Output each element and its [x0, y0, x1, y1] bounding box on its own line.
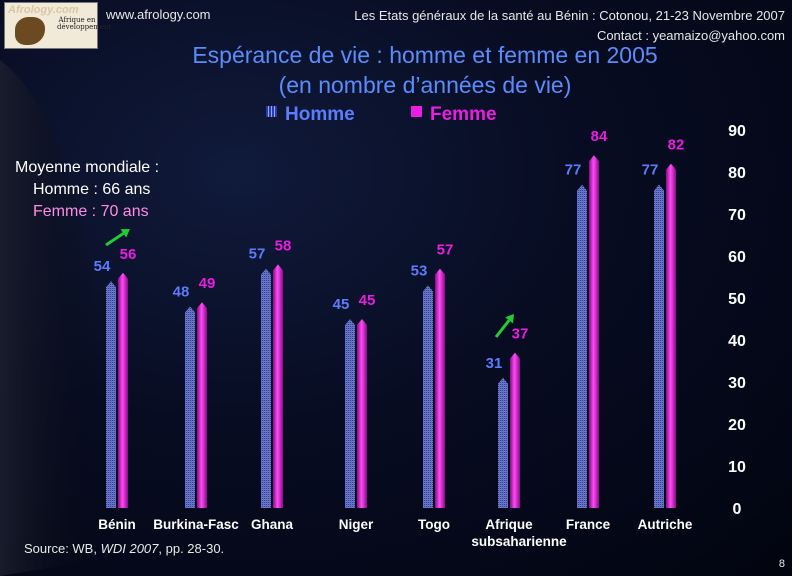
source-prefix: Source: WB, — [24, 541, 101, 556]
data-label-femme: 49 — [199, 275, 216, 292]
y-tick-label: 50 — [728, 291, 746, 308]
x-tick-label: France — [566, 517, 611, 532]
bar-femme — [273, 264, 283, 508]
slide-title: Espérance de vie : homme et femme en 200… — [100, 40, 750, 100]
world-average-femme: Femme : 70 ans — [33, 203, 149, 220]
data-label-homme: 45 — [333, 296, 350, 313]
y-tick-label: 0 — [733, 501, 742, 518]
data-label-homme: 77 — [642, 162, 659, 179]
x-tick-label: Autriche — [638, 517, 693, 532]
afrology-logo: Afrology.com Afrique en développement — [4, 2, 112, 49]
bar-homme — [577, 184, 587, 508]
bar-homme — [345, 319, 355, 508]
x-tick-label: Togo — [418, 517, 450, 532]
bar-homme — [423, 285, 433, 508]
data-label-homme: 57 — [249, 246, 266, 263]
x-tick-label: Burkina-Fasc — [153, 517, 239, 532]
world-average-title: Moyenne mondiale : — [15, 159, 160, 176]
africa-map-icon — [15, 17, 45, 45]
y-tick-label: 40 — [728, 333, 746, 350]
world-average-homme: Homme : 66 ans — [33, 181, 151, 198]
logo-subtitle: Afrique en développement — [57, 16, 112, 31]
legend-homme-label: Homme — [285, 104, 355, 125]
bar-femme — [357, 319, 367, 508]
y-tick-label: 60 — [728, 249, 746, 266]
data-label-femme: 58 — [275, 237, 292, 254]
source-note: Source: WB, WDI 2007, pp. 28-30. — [24, 541, 224, 556]
data-label-femme: 57 — [437, 242, 454, 259]
data-label-homme: 31 — [486, 355, 503, 372]
event-info: Les Etats généraux de la santé au Bénin … — [265, 6, 785, 46]
bar-homme — [261, 268, 271, 508]
data-label-femme: 82 — [668, 137, 685, 154]
data-label-femme: 37 — [512, 326, 529, 343]
x-tick-label: Afrique — [485, 517, 533, 532]
x-tick-label: Ghana — [251, 517, 294, 532]
bar-femme — [197, 302, 207, 508]
source-suffix: , pp. 28-30. — [158, 541, 225, 556]
legend-femme-swatch — [411, 106, 422, 117]
data-label-femme: 84 — [591, 128, 608, 145]
x-tick-label: subsaharienne — [471, 534, 567, 549]
title-line-1: Espérance de vie : homme et femme en 200… — [192, 42, 658, 68]
bar-homme — [106, 281, 116, 508]
y-tick-label: 90 — [728, 123, 746, 140]
legend-femme-label: Femme — [430, 104, 497, 125]
event-line: Les Etats généraux de la santé au Bénin … — [354, 8, 785, 23]
data-label-homme: 53 — [411, 262, 428, 279]
logo-brand: Afrology.com — [8, 4, 79, 16]
data-label-femme: 45 — [359, 292, 376, 309]
decorative-shading — [0, 60, 99, 576]
y-tick-label: 80 — [728, 165, 746, 182]
bar-femme — [666, 163, 676, 508]
data-label-homme: 77 — [565, 162, 582, 179]
title-line-2: (en nombre d’années de vie) — [278, 72, 572, 98]
y-tick-label: 30 — [728, 375, 746, 392]
data-label-homme: 54 — [94, 258, 111, 275]
legend-femme: Femme — [411, 104, 497, 126]
data-label-homme: 48 — [173, 283, 190, 300]
bar-homme — [498, 377, 508, 508]
y-tick-label: 10 — [728, 459, 746, 476]
bar-homme — [185, 306, 195, 508]
bar-femme — [589, 155, 599, 508]
page-number: 8 — [778, 558, 785, 570]
y-tick-label: 20 — [728, 417, 746, 434]
bar-homme — [654, 184, 664, 508]
data-label-femme: 56 — [120, 246, 137, 263]
contact-line: Contact : yeamaizo@yahoo.com — [596, 28, 785, 43]
world-average-note: Moyenne mondiale : Homme : 66 ans Femme … — [15, 157, 200, 223]
x-tick-label: Niger — [339, 517, 374, 532]
bar-femme — [435, 268, 445, 508]
legend-homme: Homme — [266, 104, 355, 126]
annotation-arrow — [494, 314, 514, 338]
legend-homme-swatch — [266, 106, 277, 117]
y-tick-label: 70 — [728, 207, 746, 224]
bar-femme — [510, 352, 520, 508]
x-tick-label: Bénin — [98, 517, 136, 532]
bar-femme — [118, 272, 128, 508]
annotation-arrow — [105, 229, 130, 247]
site-url: www.afrology.com — [106, 7, 211, 22]
source-publication: WDI 2007 — [100, 541, 159, 556]
